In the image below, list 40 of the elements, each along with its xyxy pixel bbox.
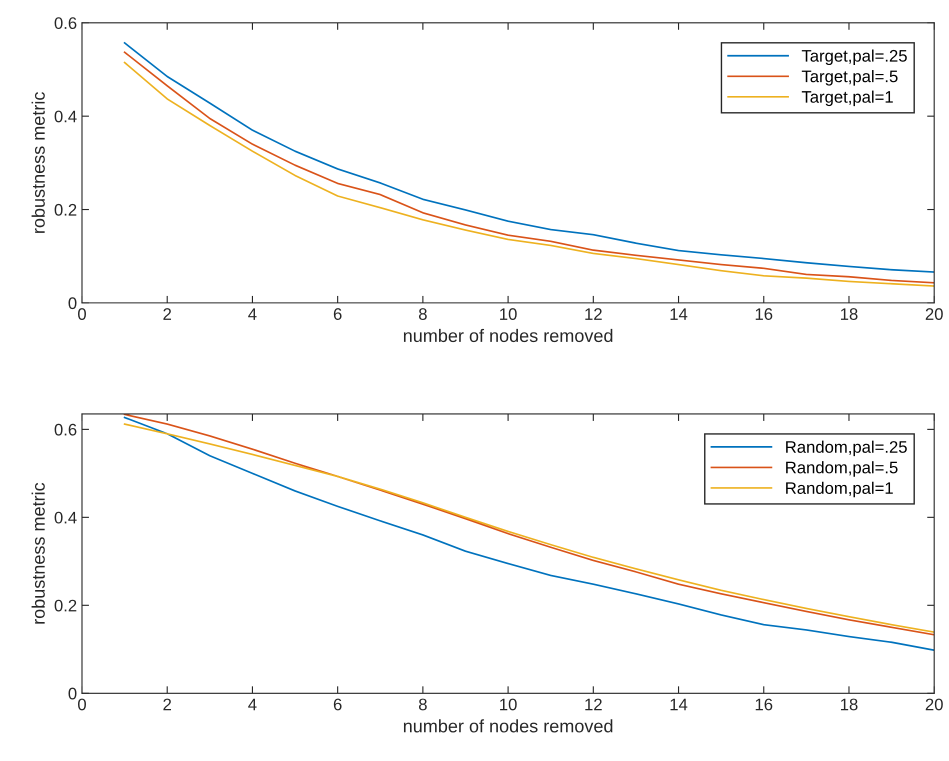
y-tick-label: 0 [68, 688, 76, 700]
x-tick-label: 12 [585, 698, 602, 710]
x-tick-label: 8 [418, 698, 427, 710]
x-tick-label: 2 [163, 698, 172, 710]
legend-label: Random,pal=1 [786, 482, 893, 498]
x-tick-label: 6 [334, 698, 342, 710]
x-tick-label: 4 [248, 308, 257, 320]
y-axis-title: robustness metric [32, 92, 45, 233]
x-axis-title: number of nodes removed [404, 719, 612, 732]
legend-label: Target,pal=1 [802, 90, 893, 106]
y-tick-label: 0.2 [54, 600, 76, 612]
y-tick-label: 0.6 [54, 17, 76, 30]
legend-label: Target,pal=.25 [802, 49, 907, 66]
x-tick-label: 0 [78, 698, 86, 710]
x-tick-label: 14 [670, 308, 688, 320]
y-tick-label: 0 [68, 297, 76, 310]
x-tick-label: 4 [248, 698, 257, 710]
x-tick-label: 16 [756, 698, 772, 710]
legend-label: Target,pal=.5 [802, 70, 898, 86]
y-tick-label: 0.4 [54, 512, 77, 524]
x-tick-label: 18 [840, 698, 858, 710]
x-axis-title: number of nodes removed [404, 328, 612, 342]
x-tick-label: 16 [756, 308, 772, 320]
y-tick-label: 0.4 [54, 110, 77, 122]
x-tick-label: 18 [840, 308, 858, 320]
x-tick-label: 0 [78, 308, 86, 320]
y-tick-label: 0.2 [54, 204, 76, 216]
x-tick-label: 6 [334, 308, 342, 320]
x-tick-label: 10 [500, 698, 517, 710]
x-tick-label: 8 [418, 308, 427, 320]
y-axis-title: robustness metric [32, 482, 45, 624]
x-tick-label: 20 [926, 698, 943, 710]
x-tick-label: 10 [500, 308, 517, 320]
legend-label: Random,pal=.25 [786, 440, 907, 456]
x-tick-label: 20 [926, 308, 943, 320]
x-tick-label: 14 [670, 698, 688, 710]
x-tick-label: 12 [585, 308, 602, 320]
legend-label: Random,pal=.5 [786, 461, 898, 477]
y-tick-label: 0.6 [54, 424, 76, 436]
x-tick-label: 2 [163, 308, 172, 320]
